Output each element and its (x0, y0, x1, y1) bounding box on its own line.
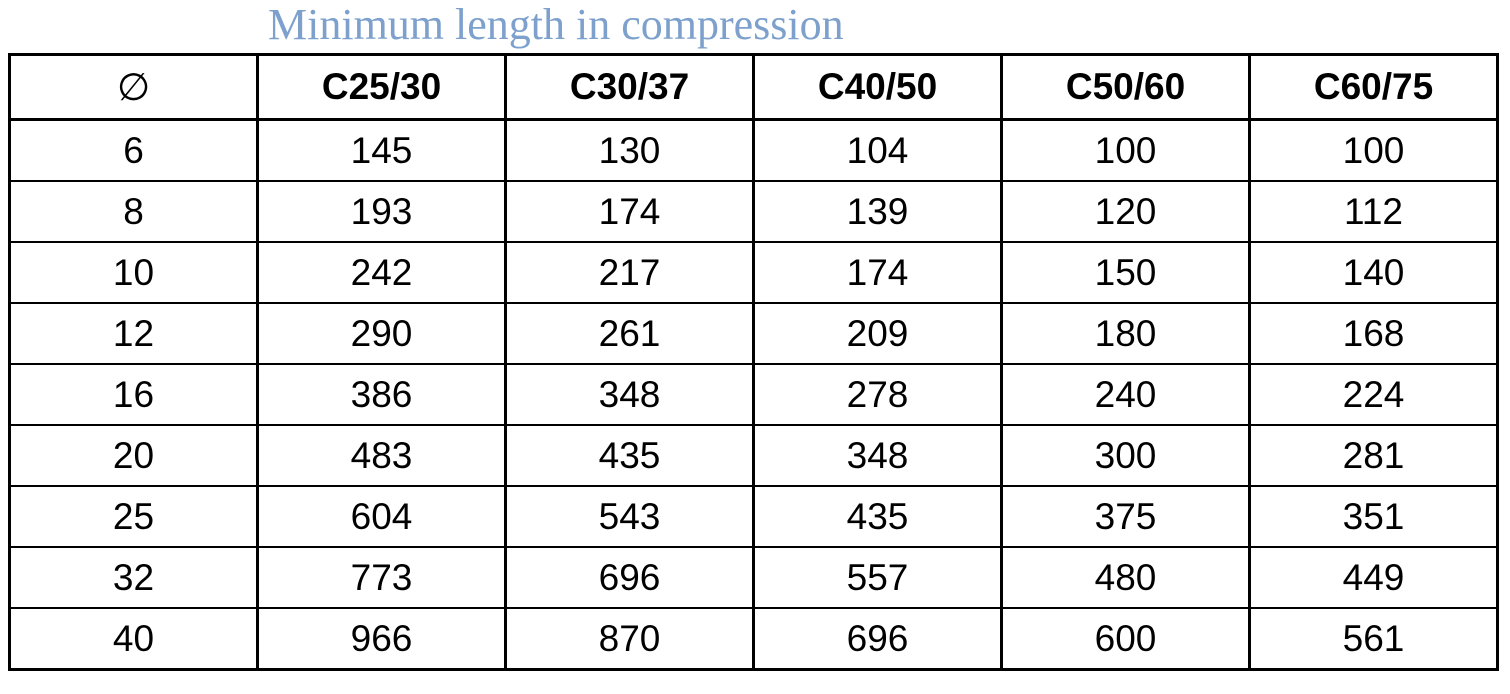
table-cell: 543 (504, 485, 754, 547)
diameter-cell: 10 (9, 241, 258, 303)
table-cell: 140 (1248, 241, 1498, 303)
header-cell-c30-37: C30/37 (504, 54, 754, 121)
table-cell: 696 (504, 546, 754, 608)
diameter-cell: 20 (9, 424, 258, 486)
table-cell: 150 (1000, 241, 1250, 303)
table-cell: 696 (752, 607, 1002, 670)
table-cell: 278 (752, 363, 1002, 425)
table-cell: 375 (1000, 485, 1250, 547)
table-title: Minimum length in compression (268, 0, 844, 49)
table-cell: 348 (752, 424, 1002, 486)
table-cell: 112 (1248, 180, 1498, 242)
table-row: 40 966 870 696 600 561 (9, 607, 1498, 670)
table-cell: 180 (1000, 302, 1250, 364)
header-cell-diameter: ∅ (9, 54, 258, 121)
table-cell: 240 (1000, 363, 1250, 425)
table-cell: 261 (504, 302, 754, 364)
compression-length-table: ∅ C25/30 C30/37 C40/50 C50/60 C60/75 6 1… (8, 53, 1499, 671)
table-cell: 561 (1248, 607, 1498, 670)
table-cell: 773 (256, 546, 506, 608)
table-row: 25 604 543 435 375 351 (9, 485, 1498, 547)
diameter-cell: 32 (9, 546, 258, 608)
table-cell: 386 (256, 363, 506, 425)
table-cell: 870 (504, 607, 754, 670)
table-cell: 290 (256, 302, 506, 364)
table-cell: 139 (752, 180, 1002, 242)
table-cell: 600 (1000, 607, 1250, 670)
diameter-cell: 16 (9, 363, 258, 425)
table-cell: 145 (256, 119, 506, 181)
table-row: 6 145 130 104 100 100 (10, 119, 1498, 181)
table-cell: 557 (752, 546, 1002, 608)
table-cell: 300 (1000, 424, 1250, 486)
table-row: 16 386 348 278 240 224 (9, 363, 1498, 425)
table-cell: 168 (1248, 302, 1498, 364)
table-cell: 242 (256, 241, 506, 303)
table-cell: 217 (504, 241, 754, 303)
table-cell: 100 (1248, 119, 1498, 181)
table-cell: 104 (752, 119, 1002, 181)
header-row: ∅ C25/30 C30/37 C40/50 C50/60 C60/75 (9, 54, 1498, 121)
table-cell: 120 (1000, 180, 1250, 242)
header-cell-c50-60: C50/60 (1000, 54, 1250, 121)
table-cell: 209 (752, 302, 1002, 364)
table-cell: 435 (504, 424, 754, 486)
table-cell: 966 (256, 607, 506, 670)
table-row: 20 483 435 348 300 281 (9, 424, 1498, 486)
diameter-cell: 25 (9, 485, 258, 547)
table-cell: 281 (1248, 424, 1498, 486)
table-row: 12 290 261 209 180 168 (9, 302, 1498, 364)
diameter-cell: 8 (9, 180, 258, 242)
diameter-cell: 6 (123, 129, 144, 171)
header-cell-c40-50: C40/50 (752, 54, 1002, 121)
table-row: 10 242 217 174 150 140 (9, 241, 1498, 303)
table-cell: 174 (504, 180, 754, 242)
table-cell: 480 (1000, 546, 1250, 608)
table-cell: 224 (1248, 363, 1498, 425)
header-cell-c60-75: C60/75 (1248, 54, 1498, 121)
table-cell: 174 (752, 241, 1002, 303)
diameter-cell: 40 (9, 607, 258, 670)
header-cell-c25-30: C25/30 (256, 54, 506, 121)
table-cell: 100 (1000, 119, 1250, 181)
table-cell: 604 (256, 485, 506, 547)
table-cell: 351 (1248, 485, 1498, 547)
table-cell: 193 (256, 180, 506, 242)
table-row: 32 773 696 557 480 449 (9, 546, 1498, 608)
table-row: 8 193 174 139 120 112 (9, 180, 1498, 242)
table-cell: 449 (1248, 546, 1498, 608)
table-cell: 483 (256, 424, 506, 486)
table-cell: 348 (504, 363, 754, 425)
diameter-cell: 12 (9, 302, 258, 364)
table-cell: 435 (752, 485, 1002, 547)
table-cell: 130 (504, 119, 754, 181)
